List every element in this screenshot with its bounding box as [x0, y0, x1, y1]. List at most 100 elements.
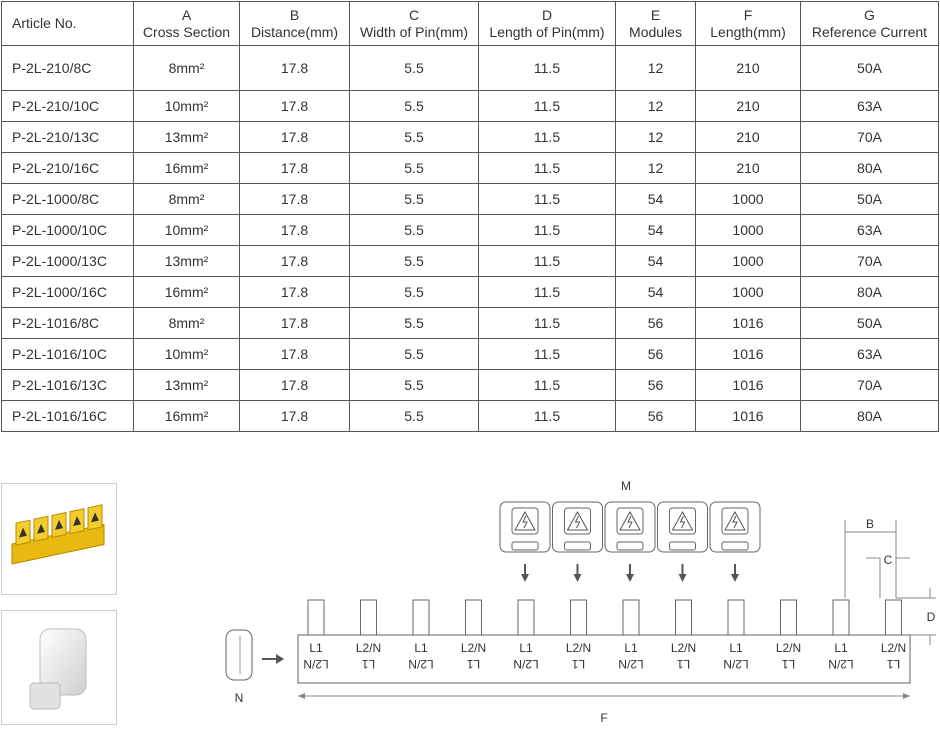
table-body: P-2L-210/8C 8mm² 17.8 5.5 11.5 12 210 50A P-2L-2… [1, 45, 939, 432]
table-row: P-2L-210/16C 16mm² 17.8 5.5 11.5 12 210 80A [1, 152, 939, 184]
module-cap [657, 501, 708, 582]
table-cell: 5.5 [349, 90, 479, 122]
table-cell: 11.5 [478, 183, 616, 215]
column-letter: F [743, 6, 753, 23]
table-row: P-2L-1000/10C 10mm² 17.8 5.5 11.5 54 1000 63A [1, 214, 939, 246]
pin-label-top: L2/N [461, 641, 486, 655]
pin-label-top: L2/N [566, 641, 591, 655]
pin-label-bottom: L1 [362, 657, 376, 671]
table-cell: 54 [615, 183, 696, 215]
table-row: P-2L-1000/16C 16mm² 17.8 5.5 11.5 54 1000 80A [1, 276, 939, 308]
busbar-pin [465, 599, 482, 636]
table-cell: 11.5 [478, 90, 616, 122]
column-header-2: B Distance(mm) [239, 1, 350, 46]
table-row: P-2L-210/10C 10mm² 17.8 5.5 11.5 12 210 63A [1, 90, 939, 122]
table-cell: P-2L-1000/10C [1, 214, 134, 246]
table-cell: 17.8 [239, 183, 350, 215]
table-cell: 5.5 [349, 183, 479, 215]
table-cell: 56 [615, 369, 696, 401]
table-cell: 11.5 [478, 214, 616, 246]
table-cell: 70A [800, 245, 939, 277]
label-f: F [600, 711, 607, 725]
end-cap-photo-thumb [1, 610, 117, 725]
table-cell: 70A [800, 121, 939, 153]
column-name: Reference Current [811, 23, 928, 40]
table-cell: 1000 [695, 245, 801, 277]
table-cell: 8mm² [133, 183, 240, 215]
table-cell: 56 [615, 400, 696, 432]
table-cell: 63A [800, 338, 939, 370]
table-cell: 13mm² [133, 245, 240, 277]
busbar-technical-drawing: M L1L2/NL2/NL1L1L2/NL2/NL1L1L2/NL2/NL1L1… [225, 479, 936, 725]
table-cell: 5.5 [349, 276, 479, 308]
table-cell: 11.5 [478, 152, 616, 184]
table-cell: P-2L-1016/16C [1, 400, 134, 432]
column-name: Width of Pin(mm) [359, 23, 469, 40]
pin-label-top: L1 [414, 641, 428, 655]
column-header-4: D Length of Pin(mm) [478, 1, 616, 46]
table-cell: 12 [615, 152, 696, 184]
column-name: Article No. [12, 15, 77, 31]
table-cell: P-2L-210/8C [1, 45, 134, 91]
label-b: B [866, 517, 874, 531]
table-cell: 11.5 [478, 369, 616, 401]
table-cell: P-2L-1000/16C [1, 276, 134, 308]
table-cell: 210 [695, 121, 801, 153]
table-cell: 11.5 [478, 276, 616, 308]
module-cap [552, 501, 603, 582]
column-name: Length(mm) [710, 23, 786, 40]
label-c: C [884, 553, 893, 567]
table-cell: 10mm² [133, 90, 240, 122]
module-cap [709, 501, 761, 582]
table-cell: 5.5 [349, 400, 479, 432]
column-letter: C [408, 6, 420, 23]
table-cell: 17.8 [239, 338, 350, 370]
table-cell: 70A [800, 369, 939, 401]
table-cell: 17.8 [239, 245, 350, 277]
column-letter: E [650, 6, 661, 23]
busbar-body [297, 634, 911, 684]
pin-label-bottom: L2/N [618, 657, 643, 671]
pin-label-bottom: L1 [467, 657, 481, 671]
pin-label-top: L2/N [776, 641, 801, 655]
table-cell: 12 [615, 90, 696, 122]
pin-label-top: L2/N [671, 641, 696, 655]
column-header-7: G Reference Current [800, 1, 939, 46]
table-cell: 56 [615, 307, 696, 339]
pin-label-bottom: L2/N [408, 657, 433, 671]
busbar-pin [360, 599, 377, 636]
table-cell: 16mm² [133, 152, 240, 184]
table-cell: 63A [800, 214, 939, 246]
table-cell: 1000 [695, 183, 801, 215]
table-cell: 1016 [695, 400, 801, 432]
busbar-pin [622, 599, 640, 636]
white-end-cap-photo-icon [29, 628, 87, 710]
table-cell: 80A [800, 276, 939, 308]
table-cell: 13mm² [133, 121, 240, 153]
table-cell: 63A [800, 90, 939, 122]
table-cell: 17.8 [239, 400, 350, 432]
table-cell: 210 [695, 152, 801, 184]
table-cell: 1016 [695, 338, 801, 370]
table-cell: 56 [615, 338, 696, 370]
table-cell: 5.5 [349, 214, 479, 246]
table-cell: 5.5 [349, 121, 479, 153]
table-cell: 50A [800, 307, 939, 339]
busbar-pin [727, 599, 745, 636]
table-cell: 210 [695, 90, 801, 122]
table-row: P-2L-1016/16C 16mm² 17.8 5.5 11.5 56 1016 80A [1, 400, 939, 432]
pin-label-bottom: L1 [887, 657, 901, 671]
table-cell: 50A [800, 45, 939, 91]
pin-label-bottom: L2/N [513, 657, 538, 671]
pin-label-bottom: L2/N [828, 657, 853, 671]
table-cell: 1016 [695, 369, 801, 401]
table-cell: 54 [615, 214, 696, 246]
pin-label-bottom: L1 [572, 657, 586, 671]
table-cell: P-2L-1016/10C [1, 338, 134, 370]
column-header-1: A Cross Section [133, 1, 240, 46]
table-cell: 17.8 [239, 369, 350, 401]
pin-label-top: L2/N [356, 641, 381, 655]
table-cell: P-2L-1000/8C [1, 183, 134, 215]
label-d: D [927, 610, 936, 624]
table-row: P-2L-210/13C 13mm² 17.8 5.5 11.5 12 210 70A [1, 121, 939, 153]
